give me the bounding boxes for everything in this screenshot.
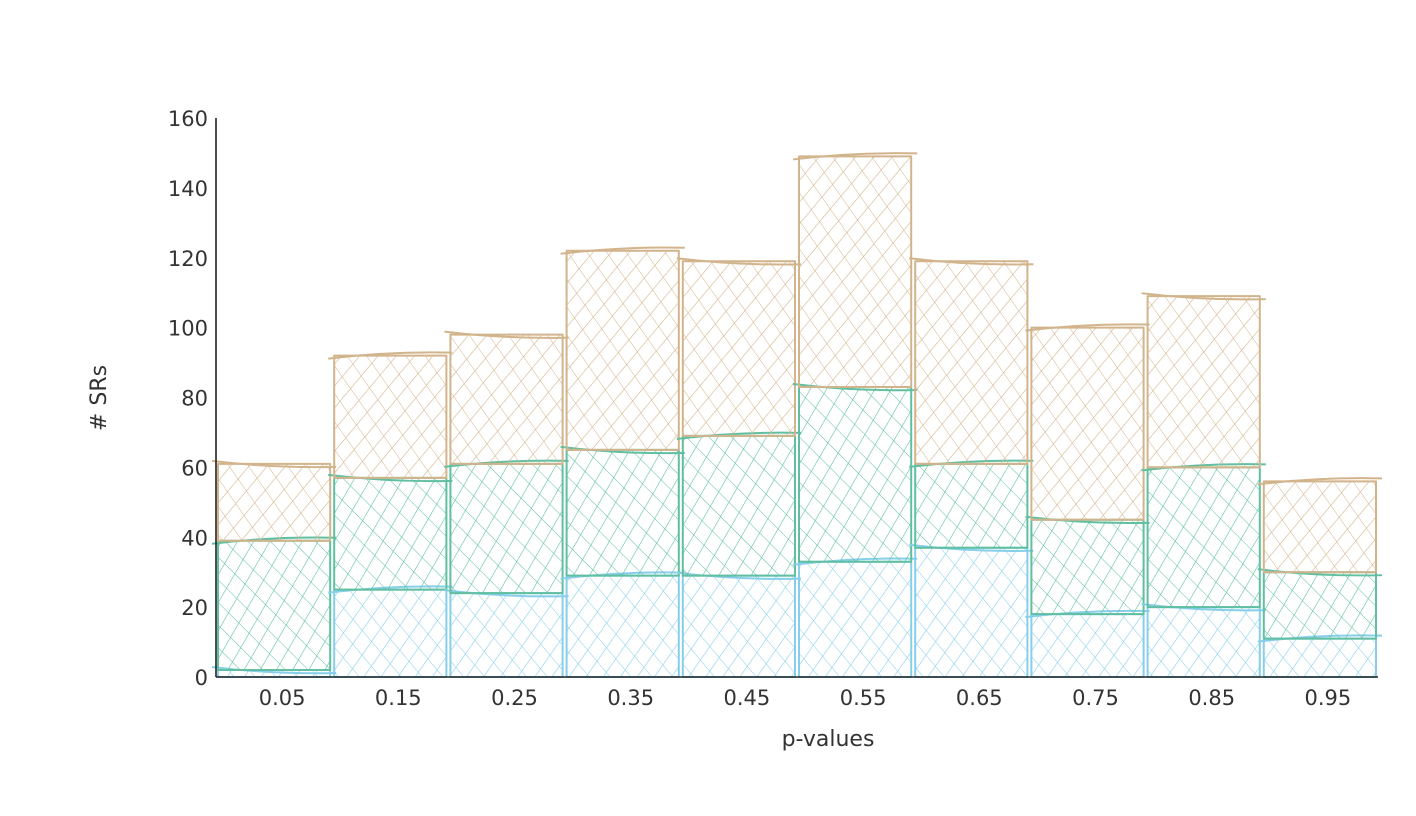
y-tick-label-60: 60 xyxy=(181,456,208,480)
bar-segment-0.45-series-3 xyxy=(676,257,802,437)
x-tick-label-0.15: 0.15 xyxy=(375,686,422,710)
bar-segment-0.15-series-1 xyxy=(328,585,453,678)
bar-segment-0.15-series-3 xyxy=(328,351,453,479)
x-tick-labels: 0.05 0.15 0.25 0.35 0.45 0.55 0.65 0.75 0.85 0.95 xyxy=(259,686,1352,710)
x-tick-label-0.75: 0.75 xyxy=(1072,686,1119,710)
bar-segment-0.05-series-2 xyxy=(211,536,337,672)
bar-segment-0.05-series-3 xyxy=(211,459,337,542)
x-tick-label-0.65: 0.65 xyxy=(956,686,1003,710)
bar-segment-0.35-series-1 xyxy=(560,571,685,679)
x-tick-label-0.95: 0.95 xyxy=(1305,686,1352,710)
y-tick-label-0: 0 xyxy=(195,666,208,690)
x-tick-label-0.05: 0.05 xyxy=(259,686,306,710)
bar-segment-0.55-series-2 xyxy=(792,383,918,563)
y-tick-label-120: 120 xyxy=(168,247,208,271)
bar-segment-0.75-series-3 xyxy=(1025,323,1150,521)
x-tick-label-0.35: 0.35 xyxy=(607,686,654,710)
bar-segment-0.95-series-2 xyxy=(1257,568,1383,640)
bar-segment-0.55-series-3 xyxy=(792,152,918,389)
x-tick-label-0.55: 0.55 xyxy=(840,686,887,710)
y-tick-label-40: 40 xyxy=(181,526,208,550)
bar-segment-0.95-series-1 xyxy=(1257,634,1383,678)
x-axis-title: p-values xyxy=(782,727,875,752)
bar-segment-0.65-series-1 xyxy=(909,543,1034,679)
bar-segment-0.25-series-1 xyxy=(444,589,569,679)
y-tick-label-100: 100 xyxy=(168,317,208,341)
bar-segment-0.75-series-2 xyxy=(1025,515,1150,616)
bar-segment-0.65-series-2 xyxy=(909,459,1034,549)
y-axis-title: # SRs xyxy=(87,365,112,431)
y-tick-label-160: 160 xyxy=(168,107,208,131)
bar-segment-0.25-series-3 xyxy=(444,330,569,465)
bar-segment-0.55-series-1 xyxy=(792,557,918,678)
x-tick-label-0.25: 0.25 xyxy=(491,686,538,710)
bar-segment-0.65-series-3 xyxy=(909,257,1034,465)
x-tick-label-0.45: 0.45 xyxy=(724,686,771,710)
bar-segment-0.35-series-2 xyxy=(560,445,685,577)
bar-segment-0.45-series-1 xyxy=(676,571,802,679)
bar-segment-0.75-series-1 xyxy=(1025,609,1150,678)
bar-segment-0.35-series-3 xyxy=(560,246,685,451)
y-tick-label-20: 20 xyxy=(181,596,208,620)
bar-segment-0.45-series-2 xyxy=(676,431,802,577)
bars-layer xyxy=(211,152,1383,679)
bar-segment-0.85-series-2 xyxy=(1141,463,1266,609)
x-tick-label-0.85: 0.85 xyxy=(1188,686,1235,710)
y-tick-label-80: 80 xyxy=(181,387,208,411)
y-tick-label-140: 140 xyxy=(168,177,208,201)
bar-segment-0.85-series-1 xyxy=(1141,603,1266,678)
bar-segment-0.25-series-2 xyxy=(444,459,569,595)
bar-segment-0.85-series-3 xyxy=(1141,292,1266,469)
bar-segment-0.95-series-3 xyxy=(1257,477,1383,574)
bar-segment-0.15-series-2 xyxy=(328,473,453,591)
y-tick-labels: 0 20 40 60 80 100 120 140 160 xyxy=(168,107,208,690)
